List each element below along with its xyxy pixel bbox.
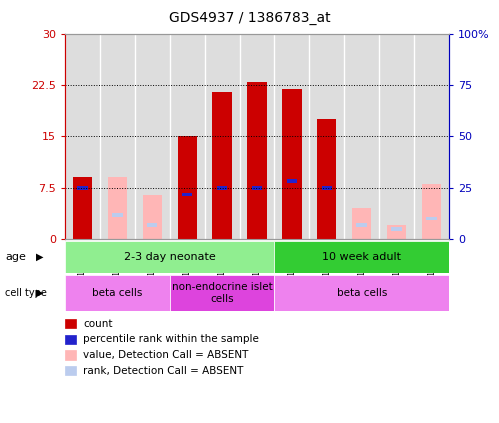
Bar bbox=[217, 186, 228, 190]
Text: beta cells: beta cells bbox=[92, 288, 142, 298]
Bar bbox=[379, 34, 414, 239]
Text: age: age bbox=[5, 252, 26, 262]
Bar bbox=[213, 92, 232, 239]
Bar bbox=[170, 34, 205, 239]
Text: ▶: ▶ bbox=[36, 252, 43, 262]
Bar bbox=[286, 179, 297, 183]
Bar bbox=[426, 217, 437, 220]
Bar bbox=[414, 34, 449, 239]
Bar bbox=[317, 119, 336, 239]
Bar bbox=[100, 34, 135, 239]
Bar bbox=[391, 227, 402, 231]
Bar bbox=[170, 275, 274, 311]
Text: value, Detection Call = ABSENT: value, Detection Call = ABSENT bbox=[83, 350, 249, 360]
Bar bbox=[274, 34, 309, 239]
Bar bbox=[135, 34, 170, 239]
Text: GDS4937 / 1386783_at: GDS4937 / 1386783_at bbox=[169, 11, 330, 25]
Text: percentile rank within the sample: percentile rank within the sample bbox=[83, 334, 259, 344]
Bar bbox=[248, 82, 266, 239]
Bar bbox=[205, 34, 240, 239]
Bar bbox=[422, 184, 441, 239]
Bar bbox=[352, 208, 371, 239]
Bar bbox=[182, 192, 193, 196]
Text: count: count bbox=[83, 319, 113, 329]
Bar bbox=[65, 241, 274, 273]
Bar bbox=[65, 275, 170, 311]
Bar bbox=[251, 186, 262, 190]
Text: 10 week adult: 10 week adult bbox=[322, 252, 401, 262]
Bar bbox=[387, 225, 406, 239]
Text: cell type: cell type bbox=[5, 288, 47, 298]
Bar bbox=[321, 186, 332, 190]
Text: rank, Detection Call = ABSENT: rank, Detection Call = ABSENT bbox=[83, 365, 244, 376]
Bar bbox=[77, 186, 88, 190]
Bar bbox=[356, 223, 367, 227]
Bar bbox=[274, 275, 449, 311]
Bar bbox=[178, 137, 197, 239]
Bar bbox=[143, 195, 162, 239]
Text: 2-3 day neonate: 2-3 day neonate bbox=[124, 252, 216, 262]
Text: non-endocrine islet
cells: non-endocrine islet cells bbox=[172, 282, 272, 304]
Bar bbox=[65, 34, 100, 239]
Bar bbox=[112, 213, 123, 217]
Bar bbox=[147, 223, 158, 227]
Text: ▶: ▶ bbox=[36, 288, 43, 298]
Bar bbox=[274, 241, 449, 273]
Bar bbox=[108, 178, 127, 239]
Bar bbox=[240, 34, 274, 239]
Text: beta cells: beta cells bbox=[337, 288, 387, 298]
Bar bbox=[282, 88, 301, 239]
Bar bbox=[73, 178, 92, 239]
Bar bbox=[344, 34, 379, 239]
Bar bbox=[309, 34, 344, 239]
